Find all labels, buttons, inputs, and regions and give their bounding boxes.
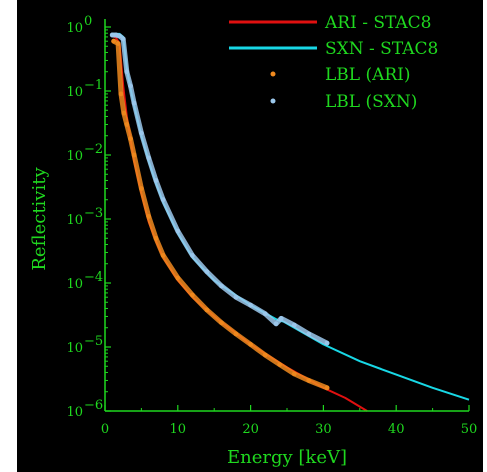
y-tick-exponent: 0 [84,14,92,29]
y-tick-exponent: −4 [84,270,103,285]
data-point-lbl-ari [219,320,224,326]
chart-frame: 0 10 20 30 40 50 10 −6 10 −5 10 −4 10 −3 10 −2 10 −1 10 0 E… [17,0,483,472]
x-axis-title: Energy [keV] [227,447,347,468]
data-point-lbl-sxn [139,130,144,136]
data-point-lbl-ari [111,38,117,44]
data-point-lbl-sxn [273,321,279,327]
data-point-lbl-sxn [117,33,122,39]
y-tick-exponent: −5 [84,334,103,349]
y-tick-exponent: −6 [84,398,103,413]
legend-label-lbl-sxn: LBL (SXN) [325,92,417,112]
data-point-lbl-sxn [128,83,133,89]
x-tick-label: 20 [242,422,259,437]
data-point-lbl-sxn [262,311,268,317]
data-point-lbl-ari [139,186,144,191]
y-tick-label: 10 [66,341,83,356]
x-tick-label: 30 [315,422,332,437]
series-band-lbl-ari [111,38,330,391]
data-point-lbl-ari [121,110,127,116]
data-point-lbl-ari [175,275,181,281]
data-point-lbl-ari [291,371,297,377]
data-point-lbl-ari [153,235,159,241]
data-point-lbl-ari [277,362,283,367]
data-point-lbl-sxn [248,302,254,308]
chart-marks [109,32,470,412]
data-point-lbl-sxn [233,294,239,300]
data-point-lbl-ari [146,214,152,219]
data-point-lbl-ari [124,122,130,127]
series-line-sxn-stac8 [112,32,470,401]
data-point-lbl-ari [131,152,137,158]
data-point-lbl-ari [324,385,330,391]
data-point-lbl-ari [118,91,124,97]
data-point-lbl-sxn [124,69,130,75]
data-point-lbl-sxn [190,253,195,258]
data-point-lbl-sxn [160,197,166,203]
x-tick-label: 50 [461,422,478,437]
data-point-lbl-ari [248,342,254,347]
x-tick-label: 0 [101,422,109,437]
y-tick-exponent: −1 [84,78,103,93]
y-tick-label: 10 [66,213,83,228]
data-point-lbl-ari [128,136,133,142]
y-tick-label: 10 [66,149,83,164]
y-tick-exponent: −3 [84,206,103,221]
legend-label-ari-stac8: ARI - STAC8 [324,13,432,33]
data-point-lbl-sxn [324,340,330,346]
data-point-lbl-ari [160,253,166,258]
data-point-lbl-sxn [131,100,137,106]
x-tick-label: 10 [170,422,187,437]
data-point-lbl-sxn [146,155,152,161]
data-point-lbl-sxn [109,32,115,38]
chart-axes [104,19,469,412]
data-point-lbl-sxn [278,316,284,321]
data-point-lbl-ari [190,292,195,298]
data-point-lbl-sxn [204,269,210,275]
legend-label-lbl-ari: LBL (ARI) [325,65,411,85]
data-point-lbl-ari [115,41,121,46]
data-point-lbl-sxn [153,178,159,183]
y-tick-label: 10 [66,277,83,292]
data-point-lbl-ari [204,307,210,313]
legend-label-sxn-stac8: SXN - STAC8 [325,39,438,59]
legend-swatch-lbl-ari [270,71,276,77]
series-band-lbl-sxn [109,32,330,346]
y-axis-title: Reflectivity [29,167,50,271]
legend: ARI - STAC8 SXN - STAC8 LBL (ARI) LBL (S… [229,13,438,112]
legend-swatch-lbl-sxn [270,98,276,104]
data-point-lbl-ari [233,331,239,337]
data-point-lbl-ari [306,378,312,383]
data-point-lbl-sxn [120,36,126,42]
x-tick-label: 40 [388,422,405,437]
y-tick-label: 10 [66,405,83,420]
data-point-lbl-sxn [175,228,181,234]
data-point-lbl-sxn [306,331,312,337]
y-tick-exponent: −2 [84,142,103,157]
data-point-lbl-sxn [291,322,297,328]
data-point-lbl-sxn [113,32,119,38]
data-point-lbl-sxn [219,283,224,289]
y-tick-label: 10 [66,21,83,36]
y-tick-label: 10 [66,85,83,100]
data-point-lbl-ari [262,352,268,358]
